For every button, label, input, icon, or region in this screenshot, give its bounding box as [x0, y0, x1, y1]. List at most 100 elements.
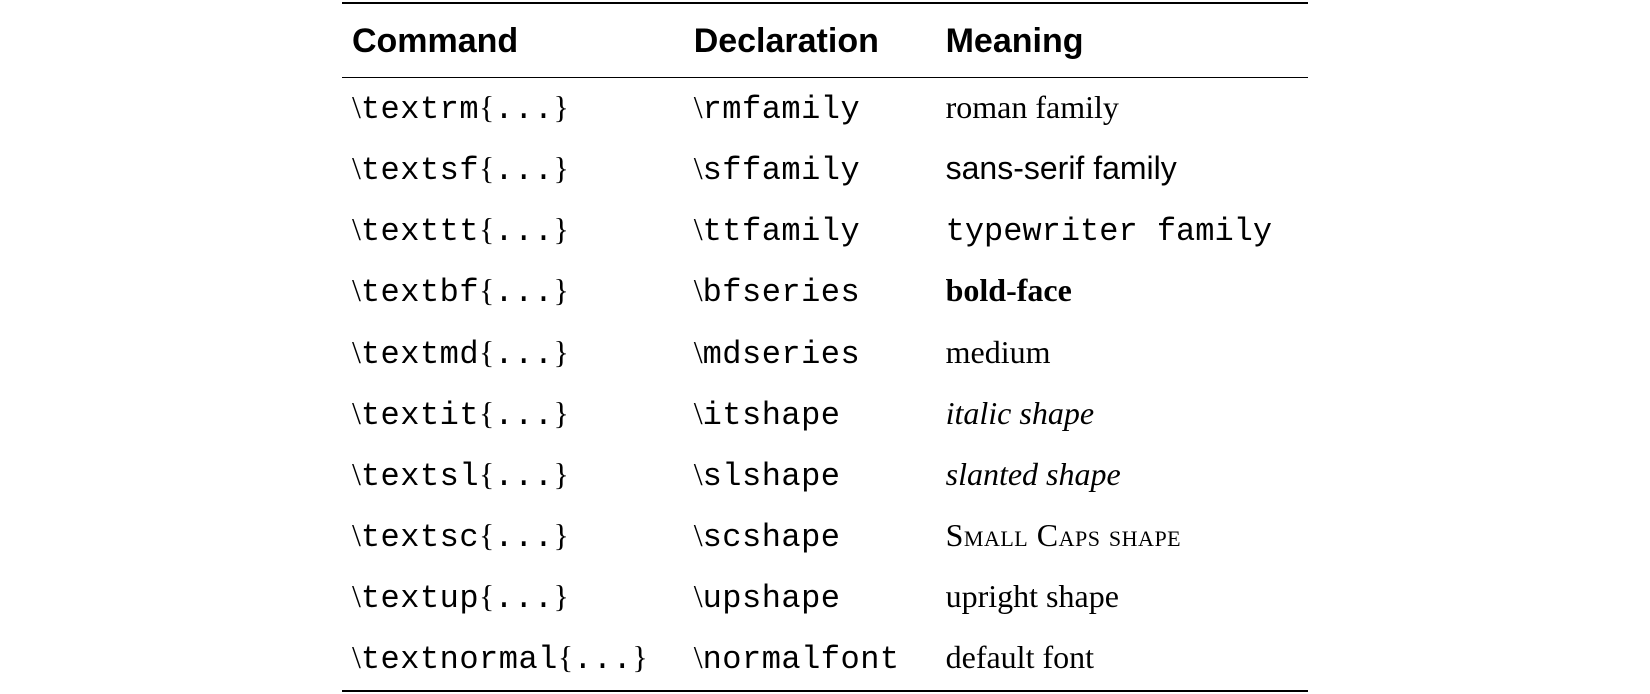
brace-open: {: [479, 395, 494, 431]
meaning-cell: roman family: [936, 77, 1308, 139]
backslash: \: [352, 456, 361, 492]
command-cell: \textsc{...}: [342, 506, 684, 567]
page: Command Declaration Meaning \textrm{...}…: [0, 0, 1650, 694]
declaration-name: mdseries: [703, 336, 861, 373]
meaning-cell: slanted shape: [936, 445, 1308, 506]
declaration-cell: \bfseries: [684, 261, 936, 322]
declaration-name: slshape: [703, 458, 841, 495]
declaration-name: sffamily: [703, 152, 861, 189]
brace-close: }: [554, 456, 569, 492]
meaning-cell: default font: [936, 628, 1308, 690]
meaning-cell: Small Caps shape: [936, 506, 1308, 567]
brace-close: }: [554, 517, 569, 553]
col-header-declaration: Declaration: [684, 3, 936, 77]
meaning-cell: sans-serif family: [936, 139, 1308, 200]
declaration-cell: \upshape: [684, 567, 936, 628]
table-row: \textsc{...}\scshapeSmall Caps shape: [342, 506, 1308, 567]
backslash: \: [694, 395, 703, 431]
command-cell: \textsl{...}: [342, 445, 684, 506]
command-name: textit: [361, 397, 479, 434]
table-row: \textup{...}\upshapeupright shape: [342, 567, 1308, 628]
command-arg: ...: [494, 458, 553, 495]
brace-open: {: [479, 150, 494, 186]
command-arg: ...: [494, 519, 553, 556]
backslash: \: [694, 456, 703, 492]
declaration-name: scshape: [703, 519, 841, 556]
brace-open: {: [479, 211, 494, 247]
command-cell: \textit{...}: [342, 384, 684, 445]
col-header-command: Command: [342, 3, 684, 77]
brace-open: {: [479, 456, 494, 492]
backslash: \: [352, 272, 361, 308]
command-name: textmd: [361, 336, 479, 373]
command-name: textsf: [361, 152, 479, 189]
backslash: \: [694, 517, 703, 553]
declaration-name: bfseries: [703, 274, 861, 311]
backslash: \: [694, 211, 703, 247]
command-cell: \texttt{...}: [342, 200, 684, 261]
brace-open: {: [558, 639, 573, 675]
brace-close: }: [554, 395, 569, 431]
backslash: \: [694, 89, 703, 125]
brace-close: }: [554, 334, 569, 370]
declaration-name: itshape: [703, 397, 841, 434]
command-name: textnormal: [361, 641, 558, 678]
brace-open: {: [479, 272, 494, 308]
backslash: \: [352, 639, 361, 675]
declaration-name: normalfont: [703, 641, 900, 678]
brace-close: }: [554, 272, 569, 308]
declaration-name: upshape: [703, 580, 841, 617]
meaning-cell: italic shape: [936, 384, 1308, 445]
table-header-row: Command Declaration Meaning: [342, 3, 1308, 77]
declaration-cell: \sffamily: [684, 139, 936, 200]
command-cell: \textbf{...}: [342, 261, 684, 322]
table-row: \textsf{...}\sffamilysans-serif family: [342, 139, 1308, 200]
command-arg: ...: [494, 91, 553, 128]
brace-open: {: [479, 578, 494, 614]
backslash: \: [352, 211, 361, 247]
brace-open: {: [479, 334, 494, 370]
backslash: \: [352, 517, 361, 553]
command-name: textbf: [361, 274, 479, 311]
brace-open: {: [479, 517, 494, 553]
brace-close: }: [554, 150, 569, 186]
command-arg: ...: [494, 580, 553, 617]
declaration-cell: \scshape: [684, 506, 936, 567]
command-name: textsl: [361, 458, 479, 495]
command-arg: ...: [494, 213, 553, 250]
command-arg: ...: [494, 274, 553, 311]
declaration-cell: \mdseries: [684, 323, 936, 384]
brace-close: }: [554, 578, 569, 614]
command-cell: \textup{...}: [342, 567, 684, 628]
declaration-name: rmfamily: [703, 91, 861, 128]
command-arg: ...: [494, 397, 553, 434]
command-cell: \textrm{...}: [342, 77, 684, 139]
backslash: \: [694, 334, 703, 370]
table-row: \textit{...}\itshapeitalic shape: [342, 384, 1308, 445]
meaning-cell: typewriter family: [936, 200, 1308, 261]
backslash: \: [352, 395, 361, 431]
declaration-cell: \rmfamily: [684, 77, 936, 139]
font-commands-table: Command Declaration Meaning \textrm{...}…: [342, 2, 1308, 691]
brace-close: }: [632, 639, 647, 675]
backslash: \: [352, 89, 361, 125]
table-row: \textsl{...}\slshapeslanted shape: [342, 445, 1308, 506]
backslash: \: [694, 639, 703, 675]
command-arg: ...: [494, 152, 553, 189]
backslash: \: [694, 272, 703, 308]
command-cell: \textmd{...}: [342, 323, 684, 384]
meaning-cell: upright shape: [936, 567, 1308, 628]
table-body: \textrm{...}\rmfamilyroman family\textsf…: [342, 77, 1308, 690]
command-name: textsc: [361, 519, 479, 556]
backslash: \: [352, 334, 361, 370]
command-name: textrm: [361, 91, 479, 128]
brace-close: }: [554, 211, 569, 247]
declaration-cell: \itshape: [684, 384, 936, 445]
declaration-cell: \normalfont: [684, 628, 936, 690]
table-row: \textrm{...}\rmfamilyroman family: [342, 77, 1308, 139]
declaration-cell: \slshape: [684, 445, 936, 506]
command-cell: \textsf{...}: [342, 139, 684, 200]
brace-close: }: [554, 89, 569, 125]
declaration-cell: \ttfamily: [684, 200, 936, 261]
table-row: \textmd{...}\mdseriesmedium: [342, 323, 1308, 384]
